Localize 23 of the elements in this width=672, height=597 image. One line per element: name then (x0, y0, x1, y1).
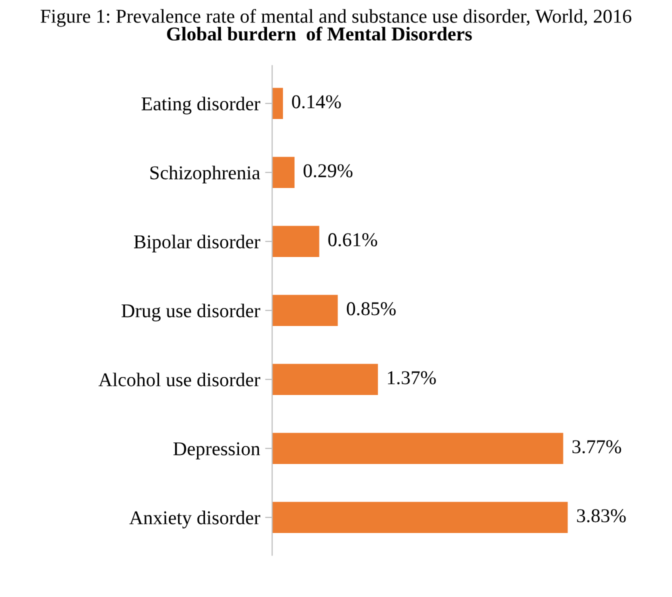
y-tick-label: Bipolar disorder (134, 234, 260, 252)
y-tick-label: Alcohol use disorder (98, 372, 260, 386)
data-label: 1.37% (388, 371, 436, 384)
y-tick-label: Drug use disorder (122, 304, 260, 322)
data-label: 3.77% (572, 440, 622, 454)
y-tick-label: Anxiety disorder (129, 510, 260, 528)
data-label: 0.14% (292, 95, 341, 108)
y-tick-label: Depression (173, 442, 260, 460)
data-label: 3.83% (577, 509, 626, 522)
bar (272, 294, 338, 326)
bar (272, 432, 564, 464)
data-label: 0.85% (346, 302, 396, 316)
bar (272, 88, 283, 119)
data-label: 0.29% (304, 164, 352, 178)
data-label: 0.61% (328, 233, 378, 246)
bar (272, 226, 320, 257)
bar (272, 156, 295, 188)
chart-subtitle: Global burdern of Mental Disorders (167, 26, 472, 41)
chart-title: Figure 1: Prevalence rate of mental and substance use disorder, World, 2016 (40, 8, 632, 27)
y-tick-label: Eating disorder (142, 96, 260, 114)
bar (272, 502, 568, 533)
bar (272, 364, 378, 395)
y-tick-label: Schizophrenia (150, 166, 260, 184)
